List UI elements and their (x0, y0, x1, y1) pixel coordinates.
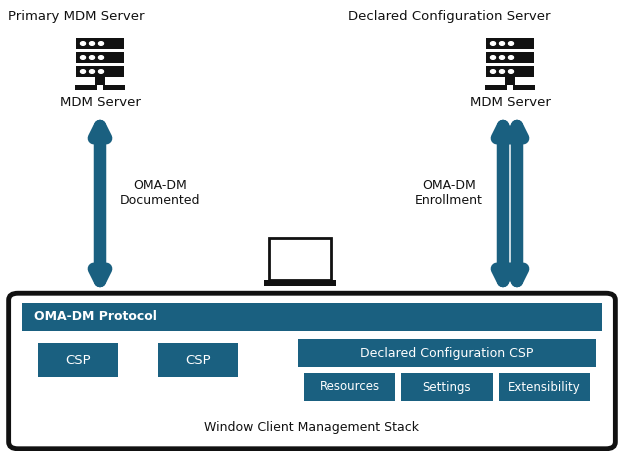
FancyBboxPatch shape (76, 66, 124, 77)
Circle shape (89, 70, 94, 74)
Text: MDM Server: MDM Server (470, 96, 550, 109)
FancyBboxPatch shape (486, 66, 534, 77)
FancyBboxPatch shape (486, 52, 534, 63)
Circle shape (509, 70, 514, 74)
Text: Windows  Device: Windows Device (243, 298, 357, 311)
Text: Primary MDM Server: Primary MDM Server (8, 10, 145, 23)
Circle shape (490, 55, 495, 60)
FancyBboxPatch shape (22, 303, 602, 331)
FancyBboxPatch shape (76, 52, 124, 63)
FancyBboxPatch shape (298, 339, 596, 367)
FancyBboxPatch shape (9, 293, 615, 449)
Circle shape (509, 41, 514, 45)
Circle shape (89, 41, 94, 45)
Circle shape (99, 70, 104, 74)
FancyBboxPatch shape (95, 77, 105, 85)
Text: OMA-DM Protocol: OMA-DM Protocol (34, 310, 157, 323)
Circle shape (80, 70, 85, 74)
Circle shape (499, 70, 504, 74)
Circle shape (509, 55, 514, 60)
Circle shape (80, 55, 85, 60)
FancyBboxPatch shape (76, 38, 124, 49)
Circle shape (89, 55, 94, 60)
FancyBboxPatch shape (75, 85, 97, 90)
FancyBboxPatch shape (485, 85, 507, 90)
Text: Declared Configuration Server: Declared Configuration Server (348, 10, 550, 23)
Circle shape (499, 55, 504, 60)
Circle shape (490, 41, 495, 45)
Text: Window Client Management Stack: Window Client Management Stack (205, 422, 419, 434)
Circle shape (80, 41, 85, 45)
Text: CSP: CSP (185, 354, 211, 367)
Text: Resources: Resources (319, 381, 380, 394)
Text: Declared Configuration CSP: Declared Configuration CSP (360, 346, 534, 359)
FancyBboxPatch shape (304, 373, 396, 401)
FancyBboxPatch shape (38, 343, 118, 377)
FancyBboxPatch shape (103, 85, 125, 90)
Text: OMA-DM
Enrollment: OMA-DM Enrollment (415, 179, 483, 207)
Text: Extensibility: Extensibility (508, 381, 581, 394)
FancyBboxPatch shape (513, 85, 535, 90)
FancyBboxPatch shape (499, 373, 590, 401)
Text: CSP: CSP (65, 354, 91, 367)
Circle shape (499, 41, 504, 45)
FancyBboxPatch shape (505, 77, 515, 85)
Text: Settings: Settings (422, 381, 471, 394)
FancyBboxPatch shape (158, 343, 238, 377)
FancyBboxPatch shape (269, 238, 331, 280)
Circle shape (490, 70, 495, 74)
Text: OMA-DM
Documented: OMA-DM Documented (120, 179, 200, 207)
FancyBboxPatch shape (486, 38, 534, 49)
FancyBboxPatch shape (264, 280, 336, 286)
Circle shape (99, 41, 104, 45)
FancyBboxPatch shape (401, 373, 493, 401)
Circle shape (99, 55, 104, 60)
Text: MDM Server: MDM Server (59, 96, 140, 109)
